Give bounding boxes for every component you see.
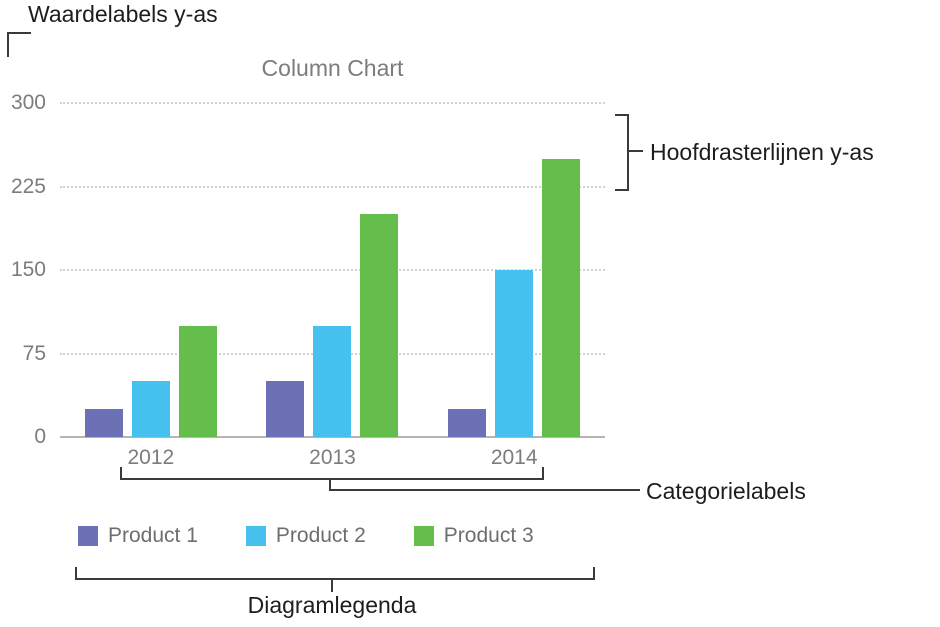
- callout-categories-stub: [329, 478, 331, 491]
- y-axis-label: 75: [22, 341, 46, 365]
- callout-gridlines: Hoofdrasterlijnen y-as: [650, 139, 874, 165]
- legend-label: Product 2: [275, 524, 366, 547]
- legend-swatch: [245, 526, 266, 546]
- y-axis-label: 225: [10, 174, 46, 198]
- y-axis-label: 0: [34, 425, 46, 448]
- bars-layer: [60, 103, 605, 437]
- category-label: 2012: [127, 446, 175, 469]
- category-label: 2014: [490, 446, 538, 469]
- callout-value-labels-line: [7, 32, 31, 57]
- legend-swatch: [78, 526, 98, 546]
- legend-item: Product 1: [78, 524, 198, 548]
- callout-legend-stub: [331, 578, 333, 592]
- bar-group-2012: [84, 326, 217, 437]
- chart-title: Column Chart: [261, 55, 404, 81]
- chart-legend: Product 1 Product 2 Product 3: [78, 524, 534, 548]
- bar-product-1-2013: [266, 381, 305, 437]
- bar-product-2-2013: [313, 326, 352, 437]
- callout-value-labels: Waardelabels y-as: [28, 1, 218, 27]
- callout-legend-bracket: [75, 567, 595, 580]
- callout-categories-bracket: [120, 467, 544, 480]
- bar-product-3-2014: [542, 159, 581, 437]
- callout-categories-connector: [329, 489, 640, 491]
- legend-item: Product 2: [245, 524, 366, 548]
- y-axis-label: 150: [10, 258, 46, 281]
- category-axis-labels: 2012 2013 2014: [60, 446, 605, 470]
- legend-label: Product 3: [443, 524, 534, 547]
- legend-swatch: [413, 526, 434, 546]
- bar-product-2-2012: [131, 381, 170, 437]
- bar-product-3-2012: [178, 326, 217, 437]
- bar-product-2-2014: [495, 270, 534, 437]
- x-axis-line: [60, 436, 605, 438]
- bar-product-1-2012: [84, 409, 123, 437]
- bar-group-2014: [448, 159, 581, 437]
- bar-group-2013: [266, 214, 399, 437]
- category-label: 2013: [309, 446, 356, 469]
- legend-item: Product 3: [413, 524, 534, 548]
- y-gridline: [60, 269, 605, 271]
- plot-area: [60, 102, 605, 438]
- bar-product-1-2014: [448, 409, 487, 437]
- y-axis-label: 300: [10, 91, 46, 114]
- y-gridline: [60, 185, 605, 188]
- callout-categories: Categorielabels: [646, 478, 806, 504]
- bar-product-3-2013: [360, 214, 399, 437]
- callout-gridlines-connector: [627, 150, 643, 152]
- legend-label: Product 1: [108, 524, 198, 547]
- callout-gridlines-bracket: [615, 114, 629, 191]
- callout-legend: Diagramlegenda: [247, 592, 417, 618]
- y-gridline: [60, 102, 605, 104]
